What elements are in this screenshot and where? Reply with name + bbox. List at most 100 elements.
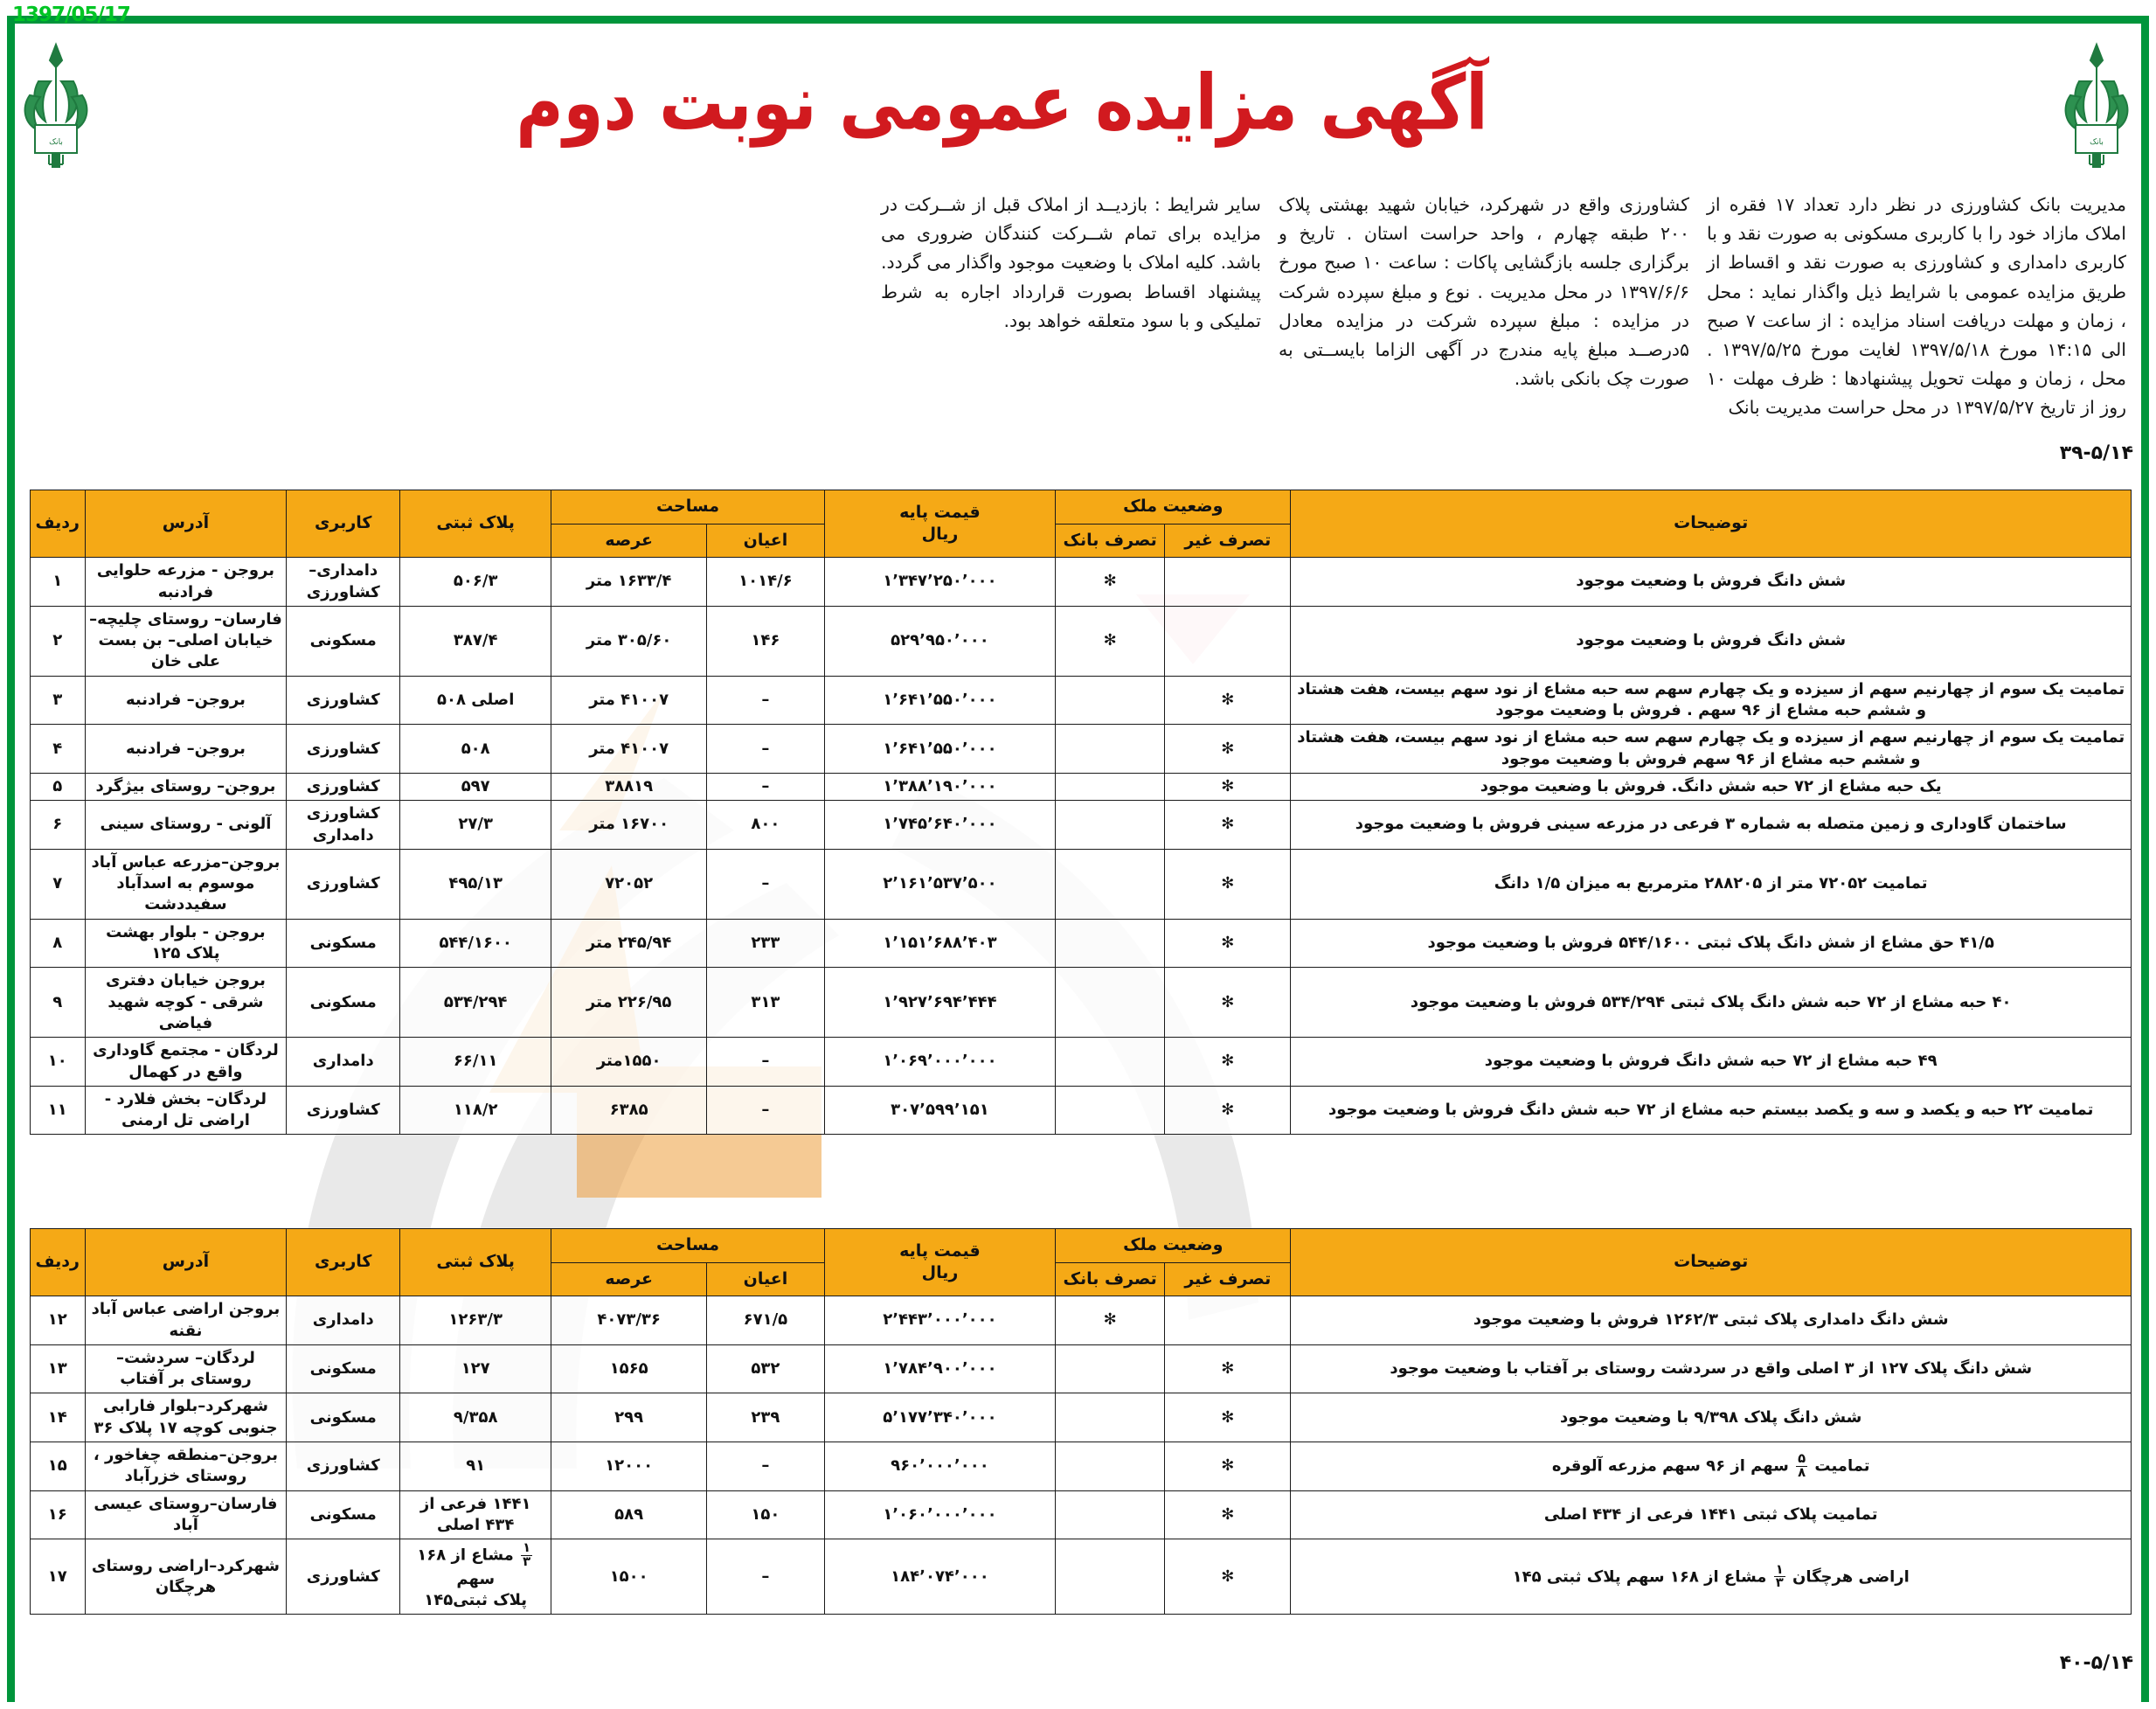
cell-registry-plate: ۲۷/۳ — [399, 800, 552, 850]
auction-table-1: توضیحات وضعیت ملک قیمت پایه ریال مساحت پ… — [30, 489, 2132, 1136]
cell-area-land: ۳۸۸۱۹ — [551, 772, 708, 802]
svg-text:بانک: بانک — [2090, 138, 2104, 147]
cell-row-no: ۱ — [30, 557, 86, 607]
cell-description: ۴۱/۵ حق مشاع از شش دانگ پلاک ثبتی ۵۴۴/۱۶… — [1290, 918, 2132, 969]
page-title: آگهی مزایده عمومی نوبت دوم — [516, 58, 1488, 148]
cell-area-building: ۱۴۶ — [706, 605, 825, 677]
cell-usage: کشاورزی — [286, 848, 401, 920]
cell-base-price: ۱٬۱۵۱٬۶۸۸٬۴۰۳ — [823, 918, 1057, 969]
cell-base-price: ۱٬۶۴۱٬۵۵۰٬۰۰۰ — [823, 724, 1057, 774]
cell-area-land: ۴۰۷۳/۳۶ — [551, 1296, 708, 1345]
reference-code-top: ۳۹-۵/۱۴ — [2059, 442, 2133, 464]
cell-occupied-bank: ✻ — [1055, 605, 1166, 677]
cell-registry-plate: ۵۰۸ — [399, 724, 552, 774]
green-rule-top — [7, 16, 2149, 24]
cell-base-price: ۲٬۴۴۳٬۰۰۰٬۰۰۰ — [823, 1296, 1057, 1345]
cell-occupied-other: ✻ — [1164, 1490, 1292, 1540]
cell-registry-plate: ۹/۳۵۸ — [399, 1393, 552, 1443]
cell-area-land: ۴۱۰۰۷ متر — [551, 675, 708, 726]
usage-line: کشاورزی — [306, 690, 380, 709]
th-base-price-line2: ریال — [921, 525, 959, 545]
th-descriptions: توضیحات — [1290, 1227, 2132, 1297]
cell-row-no: ۱۷ — [30, 1539, 86, 1615]
cell-area-building: – — [706, 848, 825, 920]
cell-base-price: ۵۲۹٬۹۵۰٬۰۰۰ — [823, 605, 1057, 677]
cell-area-land: ۳۰۵/۶۰ متر — [551, 605, 708, 677]
cell-address: لردگان - مجتمع گاوداری واقع در کهمال — [84, 1037, 288, 1087]
cell-area-building: – — [706, 1085, 825, 1136]
th-registry-plate: پلاک ثبتی — [399, 489, 552, 559]
cell-area-land: ۲۲۶/۹۵ متر — [551, 967, 708, 1039]
cell-description: یک حبه مشاع از ۷۲ حبه شش دانگ. فروش با و… — [1290, 772, 2132, 802]
usage-line: مسکونی — [309, 1359, 377, 1379]
cell-row-no: ۷ — [30, 848, 86, 920]
table-row: یک حبه مشاع از ۷۲ حبه شش دانگ. فروش با و… — [30, 772, 2132, 802]
usage-line: مسکونی — [309, 992, 377, 1011]
cell-usage: کشاورزی — [286, 1539, 401, 1615]
page-header: بانک آگهی مزایده عمومی نوبت دوم بانک — [9, 26, 2144, 179]
cell-description: شش دانگ فروش با وضعیت موجود — [1290, 557, 2132, 607]
cell-address: لردگان– سردشت– روستای بر آفتاب — [84, 1344, 288, 1394]
cell-occupied-bank: ✻ — [1055, 1296, 1166, 1345]
th-area-building: اعیان — [706, 1261, 825, 1297]
table-row: ساختمان گاوداری و زمین متصله به شماره ۳ … — [30, 800, 2132, 850]
cell-usage: مسکونی — [286, 1344, 401, 1394]
th-base-price: قیمت پایه ریال — [823, 1227, 1057, 1297]
intro-spacer — [21, 191, 872, 423]
intro-paragraph-left: سایر شرایط : بازدیــد از املاک قبل از شـ… — [881, 194, 1261, 331]
usage-line: مسکونی — [309, 631, 377, 650]
header-row-top: توضیحات وضعیت ملک قیمت پایه ریال مساحت پ… — [30, 489, 2132, 559]
table-row: تمامیت پلاک ثبتی ۱۴۴۱ فرعی از ۴۳۴ اصلی ✻ ۱… — [30, 1490, 2132, 1540]
table-row: تمامیت ۲۲ حبه و یکصد و سه و یکصد بیستم ح… — [30, 1085, 2132, 1136]
cell-area-building: – — [706, 1037, 825, 1087]
table-row: شش دانگ پلاک ۹/۳۹۸ با وضعیت موجود ✻ ۵٬۱۷۷٬… — [30, 1393, 2132, 1443]
th-usage: کاربری — [286, 1227, 401, 1297]
cell-address: شهرکرد–اراضی روستای هرچگان — [84, 1539, 288, 1615]
cell-area-building: ۱۰۱۴/۶ — [706, 557, 825, 607]
cell-row-no: ۵ — [30, 772, 86, 802]
usage-line: کشاورزی — [306, 739, 380, 758]
cell-base-price: ۱٬۰۶۹٬۰۰۰٬۰۰۰ — [823, 1037, 1057, 1087]
cell-occupied-bank — [1055, 772, 1166, 802]
cell-usage: دامداری– کشاورزی — [286, 557, 401, 607]
th-base-price: قیمت پایه ریال — [823, 489, 1057, 559]
cell-area-building: – — [706, 675, 825, 726]
cell-base-price: ۱٬۰۶۰٬۰۰۰٬۰۰۰ — [823, 1490, 1057, 1540]
cell-usage: کشاورزی — [286, 675, 401, 726]
cell-occupied-bank — [1055, 1442, 1166, 1491]
cell-address: بروجن– فرادنبه — [84, 724, 288, 774]
cell-base-price: ۲٬۱۶۱٬۵۳۷٬۵۰۰ — [823, 848, 1057, 920]
cell-usage: مسکونی — [286, 918, 401, 969]
th-area-building: اعیان — [706, 523, 825, 559]
cell-registry-plate: ۵۹۷ — [399, 772, 552, 802]
cell-registry-plate: ۹۱ — [399, 1442, 552, 1491]
cell-row-no: ۱۰ — [30, 1037, 86, 1087]
bank-keshavarzi-logo-left: بانک — [24, 41, 88, 168]
cell-area-land: ۱۵۰۰ — [551, 1539, 708, 1615]
cell-usage: کشاورزی — [286, 724, 401, 774]
cell-registry-plate: ۱۴۴۱ فرعی از ۴۳۴ اصلی — [399, 1490, 552, 1540]
cell-occupied-bank — [1055, 1393, 1166, 1443]
cell-base-price: ۵٬۱۷۷٬۳۴۰٬۰۰۰ — [823, 1393, 1057, 1443]
cell-occupied-other: ✻ — [1164, 1539, 1292, 1615]
th-descriptions: توضیحات — [1290, 489, 2132, 559]
usage-line: مسکونی — [309, 1407, 377, 1427]
cell-address: بروجن– روستای بیژگرد — [84, 772, 288, 802]
cell-base-price: ۱٬۶۴۱٬۵۵۰٬۰۰۰ — [823, 675, 1057, 726]
cell-registry-plate: ۵۰۶/۳ — [399, 557, 552, 607]
intro-paragraph-right: مدیریت بانک کشاورزی در نظر دارد تعداد ۱۷… — [1707, 194, 2127, 419]
auction-table-1-wrapper: توضیحات وضعیت ملک قیمت پایه ریال مساحت پ… — [30, 489, 2132, 1136]
cell-area-land: ۶۳۸۵ — [551, 1085, 708, 1136]
cell-row-no: ۴ — [30, 724, 86, 774]
cell-occupied-other: ✻ — [1164, 800, 1292, 850]
th-base-price-line2: ریال — [921, 1263, 959, 1283]
auction-table-2: توضیحات وضعیت ملک قیمت پایه ریال مساحت پ… — [30, 1227, 2132, 1615]
cell-area-land: ۷۲۰۵۲ — [551, 848, 708, 920]
